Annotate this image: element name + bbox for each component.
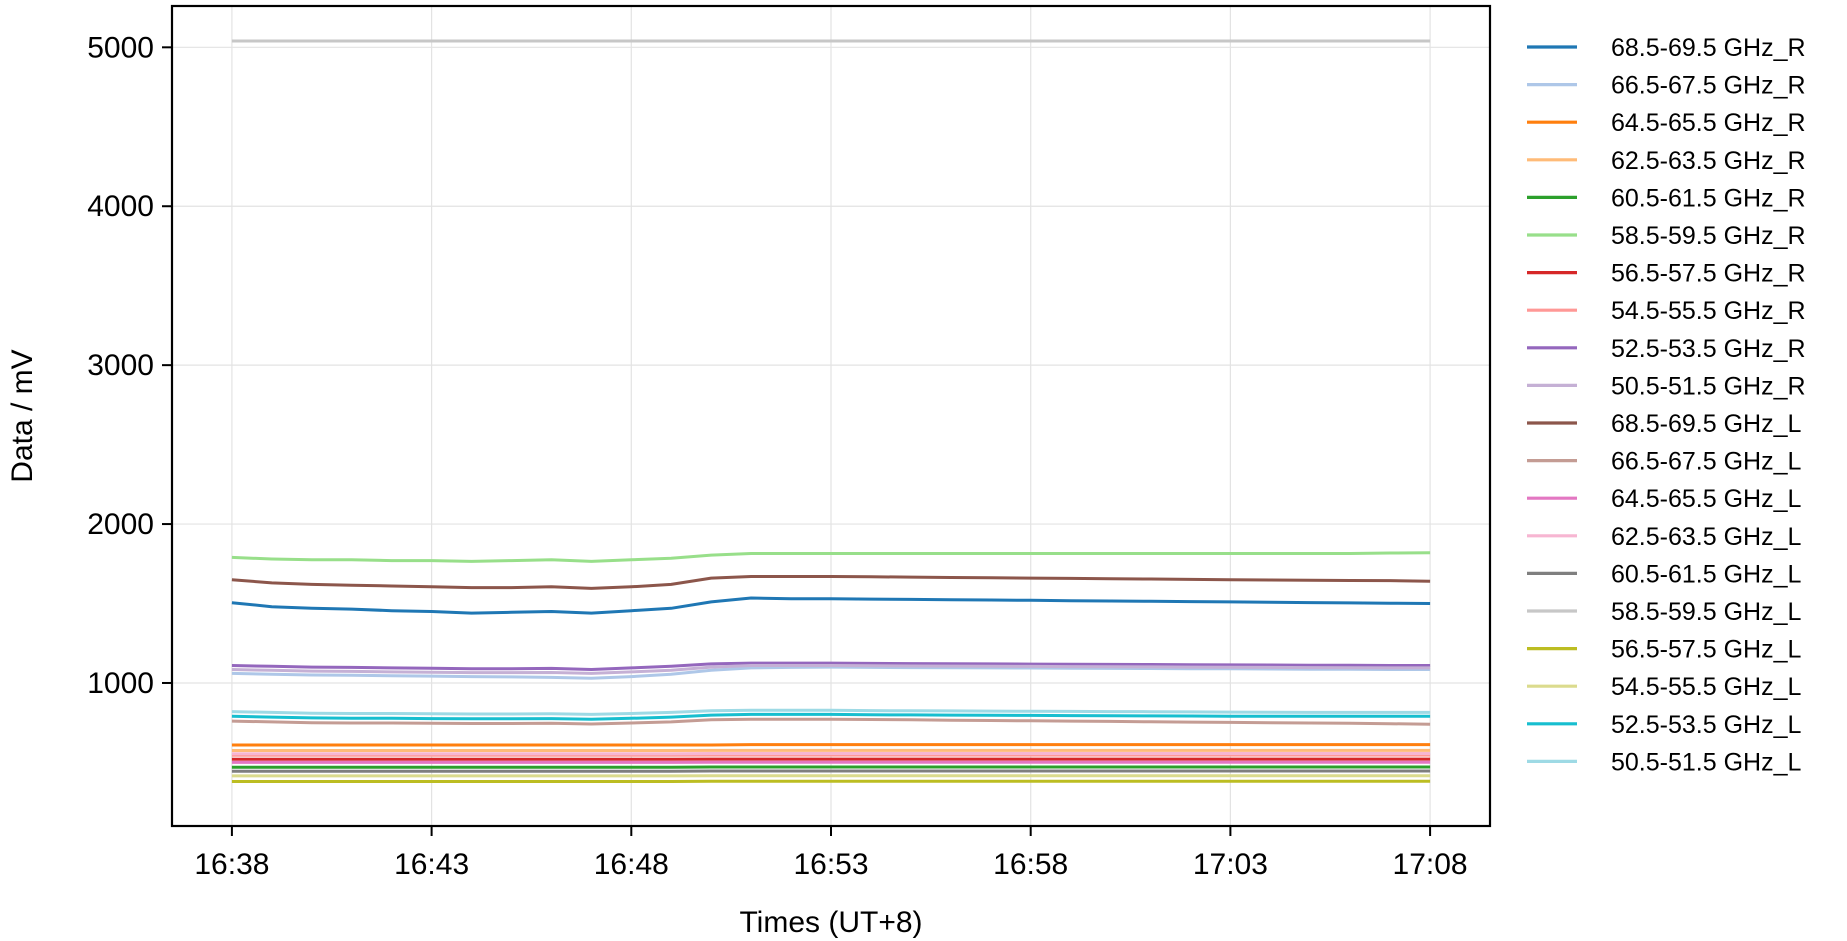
legend-label: 56.5-57.5 GHz_R <box>1611 260 1806 288</box>
legend-label: 50.5-51.5 GHz_L <box>1611 748 1801 776</box>
x-tick-label: 16:48 <box>594 848 669 881</box>
x-tick-label: 16:58 <box>993 848 1068 881</box>
series-line <box>231 551 1431 563</box>
y-tick-label: 1000 <box>87 667 154 700</box>
x-tick-label: 16:43 <box>394 848 469 881</box>
y-tick-label: 5000 <box>87 31 154 64</box>
x-tick-label: 17:08 <box>1393 848 1468 881</box>
y-axis-ticks: 1000 2000 3000 4000 5000 <box>87 31 172 700</box>
legend-label: 58.5-59.5 GHz_L <box>1611 598 1801 626</box>
legend-label: 64.5-65.5 GHz_R <box>1611 109 1806 137</box>
y-tick-label: 4000 <box>87 190 154 223</box>
series-line <box>231 717 1431 726</box>
series-line <box>231 708 1431 716</box>
x-tick-label: 17:03 <box>1193 848 1268 881</box>
series-line <box>231 712 1431 721</box>
legend-label: 58.5-59.5 GHz_R <box>1611 222 1806 250</box>
y-tick-label: 2000 <box>87 508 154 541</box>
legend-label: 54.5-55.5 GHz_L <box>1611 673 1801 701</box>
legend-label: 62.5-63.5 GHz_L <box>1611 523 1801 551</box>
series-line <box>231 664 1431 675</box>
legend-label: 60.5-61.5 GHz_R <box>1611 184 1806 212</box>
series-lines <box>231 39 1431 783</box>
x-tick-label: 16:53 <box>793 848 868 881</box>
legend-label: 68.5-69.5 GHz_R <box>1611 34 1806 62</box>
x-tick-label: 16:38 <box>194 848 269 881</box>
legend-label: 50.5-51.5 GHz_R <box>1611 372 1806 400</box>
legend-label: 56.5-57.5 GHz_L <box>1611 636 1801 664</box>
legend-label: 52.5-53.5 GHz_R <box>1611 335 1806 363</box>
grid-lines <box>172 6 1490 826</box>
legend-label: 54.5-55.5 GHz_R <box>1611 297 1806 325</box>
series-line <box>231 596 1431 615</box>
y-tick-label: 3000 <box>87 349 154 382</box>
x-axis-ticks: 16:38 16:43 16:48 16:53 16:58 17:03 17:08 <box>194 826 1468 881</box>
y-axis-label: Data / mV <box>6 349 39 482</box>
legend: 68.5-69.5 GHz_R 66.5-67.5 GHz_R 64.5-65.5 … <box>1527 34 1806 776</box>
legend-label: 62.5-63.5 GHz_R <box>1611 147 1806 175</box>
series-line <box>231 665 1431 680</box>
legend-label: 66.5-67.5 GHz_L <box>1611 448 1801 476</box>
legend-label: 52.5-53.5 GHz_L <box>1611 711 1801 739</box>
legend-label: 60.5-61.5 GHz_L <box>1611 560 1801 588</box>
legend-label: 64.5-65.5 GHz_L <box>1611 485 1801 513</box>
legend-label: 68.5-69.5 GHz_L <box>1611 410 1801 438</box>
x-axis-label: Times (UT+8) <box>739 906 922 939</box>
series-line <box>231 661 1431 671</box>
legend-label: 66.5-67.5 GHz_R <box>1611 72 1806 100</box>
series-line <box>231 575 1431 590</box>
